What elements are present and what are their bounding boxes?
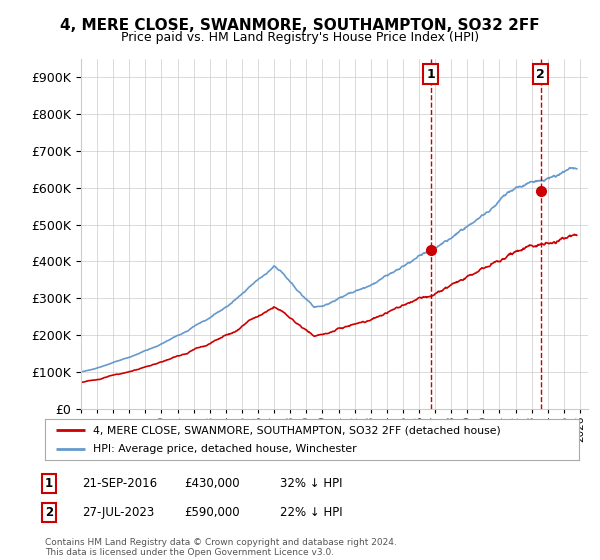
Text: £590,000: £590,000 [184, 506, 240, 519]
Text: 1: 1 [45, 477, 53, 491]
Text: 4, MERE CLOSE, SWANMORE, SOUTHAMPTON, SO32 2FF (detached house): 4, MERE CLOSE, SWANMORE, SOUTHAMPTON, SO… [93, 426, 501, 436]
Text: Contains HM Land Registry data © Crown copyright and database right 2024.
This d: Contains HM Land Registry data © Crown c… [45, 538, 397, 557]
Text: 4, MERE CLOSE, SWANMORE, SOUTHAMPTON, SO32 2FF: 4, MERE CLOSE, SWANMORE, SOUTHAMPTON, SO… [60, 18, 540, 33]
Text: 2: 2 [45, 506, 53, 519]
Text: 1: 1 [426, 68, 435, 81]
Text: 32% ↓ HPI: 32% ↓ HPI [280, 477, 343, 491]
Text: 22% ↓ HPI: 22% ↓ HPI [280, 506, 343, 519]
Text: Price paid vs. HM Land Registry's House Price Index (HPI): Price paid vs. HM Land Registry's House … [121, 31, 479, 44]
Text: HPI: Average price, detached house, Winchester: HPI: Average price, detached house, Winc… [93, 444, 356, 454]
Text: £430,000: £430,000 [184, 477, 240, 491]
Text: 21-SEP-2016: 21-SEP-2016 [82, 477, 157, 491]
Text: 2: 2 [536, 68, 545, 81]
Text: 27-JUL-2023: 27-JUL-2023 [82, 506, 154, 519]
